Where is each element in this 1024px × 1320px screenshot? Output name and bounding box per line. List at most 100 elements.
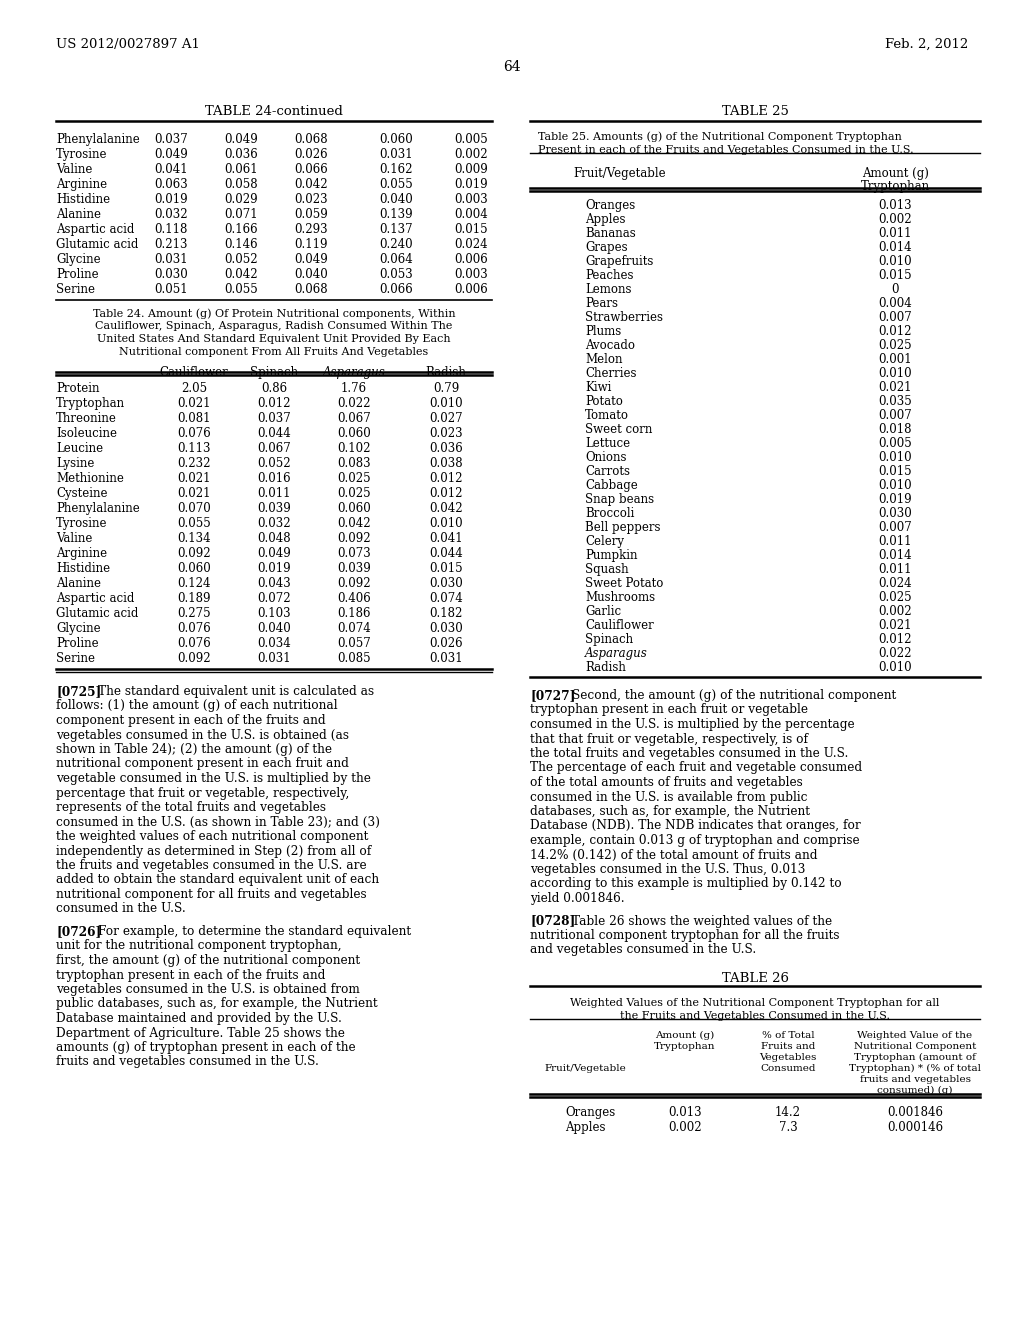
Text: 0.030: 0.030 <box>155 268 187 281</box>
Text: 0.012: 0.012 <box>429 473 463 484</box>
Text: Sweet corn: Sweet corn <box>585 422 652 436</box>
Text: Celery: Celery <box>585 535 624 548</box>
Text: 0.042: 0.042 <box>224 268 258 281</box>
Text: 0.034: 0.034 <box>257 638 291 649</box>
Text: fruits and vegetables consumed in the U.S.: fruits and vegetables consumed in the U.… <box>56 1056 318 1068</box>
Text: 0.007: 0.007 <box>879 521 912 535</box>
Text: 0.048: 0.048 <box>257 532 291 545</box>
Text: 0.146: 0.146 <box>224 238 258 251</box>
Text: 0.240: 0.240 <box>379 238 413 251</box>
Text: 0.007: 0.007 <box>879 409 912 422</box>
Text: Nutritional Component: Nutritional Component <box>854 1041 976 1051</box>
Text: Radish: Radish <box>585 661 626 675</box>
Text: 0: 0 <box>891 282 899 296</box>
Text: 0.186: 0.186 <box>337 607 371 620</box>
Text: nutritional component for all fruits and vegetables: nutritional component for all fruits and… <box>56 888 367 902</box>
Text: 2.05: 2.05 <box>181 381 207 395</box>
Text: 0.042: 0.042 <box>337 517 371 531</box>
Text: 0.001: 0.001 <box>879 352 911 366</box>
Text: Bananas: Bananas <box>585 227 636 240</box>
Text: 0.055: 0.055 <box>224 282 258 296</box>
Text: 0.189: 0.189 <box>177 591 211 605</box>
Text: 0.060: 0.060 <box>177 562 211 576</box>
Text: 0.019: 0.019 <box>155 193 187 206</box>
Text: Fruit/Vegetable: Fruit/Vegetable <box>573 168 667 180</box>
Text: 0.076: 0.076 <box>177 638 211 649</box>
Text: 0.014: 0.014 <box>879 242 911 253</box>
Text: Cysteine: Cysteine <box>56 487 108 500</box>
Text: Lysine: Lysine <box>56 457 94 470</box>
Text: 0.066: 0.066 <box>379 282 413 296</box>
Text: 0.013: 0.013 <box>669 1106 701 1119</box>
Text: 0.058: 0.058 <box>224 178 258 191</box>
Text: 0.038: 0.038 <box>429 457 463 470</box>
Text: 0.162: 0.162 <box>379 162 413 176</box>
Text: 0.006: 0.006 <box>454 253 487 267</box>
Text: Oranges: Oranges <box>565 1106 615 1119</box>
Text: the Fruits and Vegetables Consumed in the U.S.: the Fruits and Vegetables Consumed in th… <box>620 1011 890 1020</box>
Text: Plums: Plums <box>585 325 622 338</box>
Text: Apples: Apples <box>585 213 626 226</box>
Text: 0.119: 0.119 <box>294 238 328 251</box>
Text: 0.010: 0.010 <box>429 397 463 411</box>
Text: 0.068: 0.068 <box>294 282 328 296</box>
Text: 0.041: 0.041 <box>155 162 187 176</box>
Text: 0.031: 0.031 <box>379 148 413 161</box>
Text: 0.021: 0.021 <box>879 619 911 632</box>
Text: fruits and vegetables: fruits and vegetables <box>859 1074 971 1084</box>
Text: 0.79: 0.79 <box>433 381 459 395</box>
Text: Apples: Apples <box>565 1121 605 1134</box>
Text: 0.406: 0.406 <box>337 591 371 605</box>
Text: 0.037: 0.037 <box>257 412 291 425</box>
Text: 0.022: 0.022 <box>337 397 371 411</box>
Text: 0.081: 0.081 <box>177 412 211 425</box>
Text: 0.015: 0.015 <box>879 465 911 478</box>
Text: 0.010: 0.010 <box>879 451 911 465</box>
Text: 0.083: 0.083 <box>337 457 371 470</box>
Text: 0.072: 0.072 <box>257 591 291 605</box>
Text: the total fruits and vegetables consumed in the U.S.: the total fruits and vegetables consumed… <box>530 747 848 760</box>
Text: 14.2% (0.142) of the total amount of fruits and: 14.2% (0.142) of the total amount of fru… <box>530 849 817 862</box>
Text: 0.010: 0.010 <box>879 255 911 268</box>
Text: Cauliflower, Spinach, Asparagus, Radish Consumed Within The: Cauliflower, Spinach, Asparagus, Radish … <box>95 321 453 331</box>
Text: Spinach: Spinach <box>250 366 298 379</box>
Text: 0.041: 0.041 <box>429 532 463 545</box>
Text: 0.067: 0.067 <box>257 442 291 455</box>
Text: yield 0.001846.: yield 0.001846. <box>530 892 625 906</box>
Text: 0.011: 0.011 <box>879 535 911 548</box>
Text: 0.032: 0.032 <box>155 209 187 220</box>
Text: Cabbage: Cabbage <box>585 479 638 492</box>
Text: Amount (g): Amount (g) <box>861 168 929 180</box>
Text: example, contain 0.013 g of tryptophan and comprise: example, contain 0.013 g of tryptophan a… <box>530 834 859 847</box>
Text: Cauliflower: Cauliflower <box>160 366 228 379</box>
Text: amounts (g) of tryptophan present in each of the: amounts (g) of tryptophan present in eac… <box>56 1041 355 1053</box>
Text: Tryptophan: Tryptophan <box>860 180 930 193</box>
Text: Broccoli: Broccoli <box>585 507 635 520</box>
Text: TABLE 26: TABLE 26 <box>722 972 788 985</box>
Text: Asparagus: Asparagus <box>585 647 648 660</box>
Text: 0.061: 0.061 <box>224 162 258 176</box>
Text: 0.002: 0.002 <box>879 213 911 226</box>
Text: 0.040: 0.040 <box>257 622 291 635</box>
Text: 0.021: 0.021 <box>177 487 211 500</box>
Text: 0.102: 0.102 <box>337 442 371 455</box>
Text: 0.042: 0.042 <box>294 178 328 191</box>
Text: Feb. 2, 2012: Feb. 2, 2012 <box>885 38 968 51</box>
Text: Glutamic acid: Glutamic acid <box>56 607 138 620</box>
Text: 0.059: 0.059 <box>294 209 328 220</box>
Text: Present in each of the Fruits and Vegetables Consumed in the U.S.: Present in each of the Fruits and Vegeta… <box>538 145 913 154</box>
Text: public databases, such as, for example, the Nutrient: public databases, such as, for example, … <box>56 998 378 1011</box>
Text: 0.026: 0.026 <box>294 148 328 161</box>
Text: 0.092: 0.092 <box>337 577 371 590</box>
Text: consumed in the U.S. is multiplied by the percentage: consumed in the U.S. is multiplied by th… <box>530 718 855 731</box>
Text: Database (NDB). The NDB indicates that oranges, for: Database (NDB). The NDB indicates that o… <box>530 820 861 833</box>
Text: 0.023: 0.023 <box>294 193 328 206</box>
Text: 0.040: 0.040 <box>294 268 328 281</box>
Text: 0.031: 0.031 <box>429 652 463 665</box>
Text: Oranges: Oranges <box>585 199 635 213</box>
Text: Weighted Value of the: Weighted Value of the <box>857 1031 973 1040</box>
Text: For example, to determine the standard equivalent: For example, to determine the standard e… <box>98 925 411 939</box>
Text: consumed in the U.S. (as shown in Table 23); and (3): consumed in the U.S. (as shown in Table … <box>56 816 380 829</box>
Text: Lemons: Lemons <box>585 282 632 296</box>
Text: 0.011: 0.011 <box>879 227 911 240</box>
